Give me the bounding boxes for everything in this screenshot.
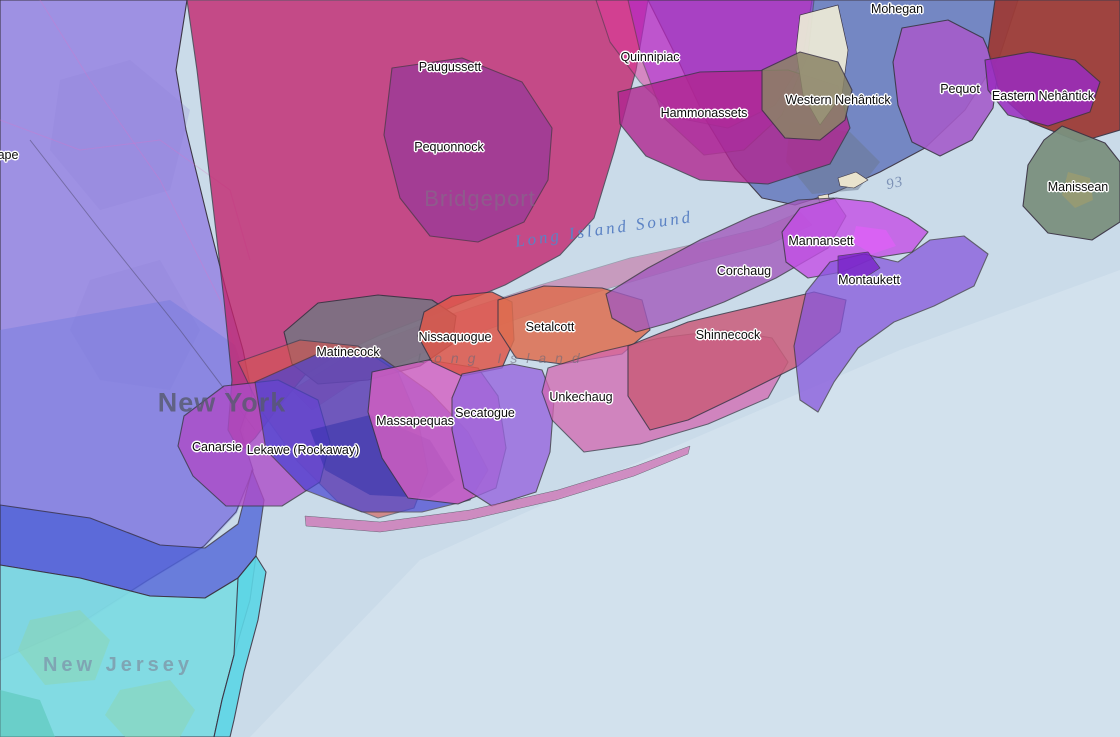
region-western-nehantick[interactable] <box>761 51 853 141</box>
region-green-patch-1 <box>18 610 110 685</box>
region-terrain-shade-1 <box>50 60 190 210</box>
region-mannansett-bright <box>852 226 896 254</box>
region-open-ocean-light <box>250 270 1120 737</box>
region-green-patch-2 <box>105 680 195 737</box>
region-state-boundary <box>29 139 256 431</box>
region-mannansett-notch <box>837 251 881 283</box>
region-manissean-inner <box>1062 172 1093 208</box>
region-plum-island <box>837 171 869 189</box>
region-montaukett[interactable] <box>793 235 989 413</box>
region-nissaquogue[interactable] <box>417 291 515 377</box>
region-green-patch-corner <box>0 690 55 737</box>
region-secatogue[interactable] <box>451 363 555 507</box>
region-terrain-shade-2 <box>70 260 200 390</box>
region-coastal-teal-strip <box>213 555 267 737</box>
region-pequonnock[interactable] <box>383 57 553 243</box>
region-eastern-nehantick[interactable] <box>984 51 1101 127</box>
region-barrier-beach-strip <box>304 445 691 533</box>
region-pequot[interactable] <box>892 19 999 157</box>
